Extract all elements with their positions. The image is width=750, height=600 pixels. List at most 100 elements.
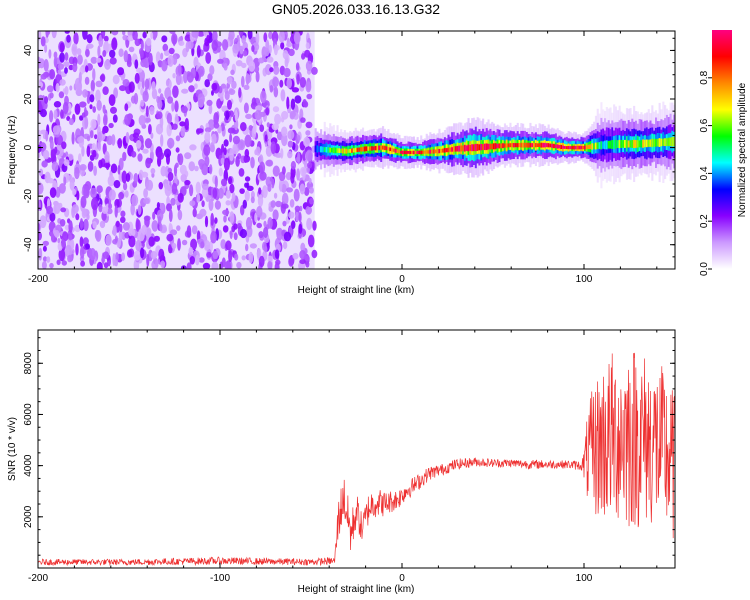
noise-blob — [171, 33, 178, 45]
noise-blob — [211, 83, 218, 91]
ridge-cell — [351, 148, 354, 153]
noise-blob — [66, 116, 71, 121]
ridge-cell — [389, 147, 392, 152]
ridge-cell — [496, 143, 499, 149]
ridge-cell — [627, 140, 630, 148]
ridge-cell — [341, 148, 344, 154]
ridge-cell — [443, 148, 446, 153]
ridge-cell — [547, 143, 550, 148]
ridge-cell — [360, 147, 363, 152]
noise-blob — [177, 153, 184, 166]
noise-blob — [150, 132, 154, 139]
ridge-cell — [636, 140, 639, 148]
ridge-cell — [523, 142, 526, 148]
ridge-cell — [316, 145, 319, 153]
noise-blob — [305, 42, 310, 50]
noise-blob — [130, 119, 135, 127]
noise-blob — [84, 76, 90, 85]
noise-blob — [171, 123, 178, 130]
noise-blob — [43, 59, 49, 72]
noise-blob — [302, 168, 306, 181]
noise-blob — [267, 255, 273, 264]
noise-blob — [262, 185, 268, 199]
ridge-cell — [576, 145, 579, 150]
noise-blob — [184, 152, 192, 160]
noise-blob — [197, 31, 205, 37]
ridge-cell — [671, 136, 674, 147]
x-tick-label: 0 — [399, 274, 405, 285]
y-tick-label: 2000 — [23, 505, 34, 528]
noise-blob — [38, 151, 41, 158]
noise-blob — [90, 79, 96, 92]
noise-blob — [160, 52, 164, 60]
ridge-cell — [411, 150, 414, 155]
noise-blob — [295, 62, 300, 71]
noise-blob — [140, 247, 145, 259]
noise-blob — [114, 205, 118, 218]
noise-blob — [241, 62, 247, 69]
noise-blob — [123, 182, 128, 191]
colorbar-tick-label: 0.0 — [699, 262, 710, 276]
noise-blob — [204, 127, 212, 133]
noise-blob — [266, 122, 270, 128]
noise-blob — [272, 165, 280, 177]
noise-blob — [203, 144, 211, 156]
spectrogram-noise-region — [38, 31, 318, 269]
noise-blob — [236, 223, 242, 230]
noise-blob — [306, 217, 313, 231]
noise-blob — [294, 95, 302, 104]
noise-blob — [171, 242, 177, 249]
ridge-cell — [318, 146, 321, 152]
ridge-cell — [416, 150, 419, 154]
noise-blob — [38, 199, 41, 211]
noise-blob — [304, 49, 311, 58]
noise-blob — [157, 151, 165, 160]
snr-y-ticks: 2000 4000 6000 8000 — [23, 337, 675, 556]
noise-blob — [234, 253, 239, 261]
noise-blob — [85, 65, 89, 73]
noise-blob — [89, 130, 94, 139]
ridge-cell — [645, 139, 648, 148]
ridge-cell — [529, 142, 532, 148]
noise-blob — [108, 189, 116, 201]
ridge-cell — [394, 148, 397, 153]
ridge-cell — [518, 143, 521, 148]
noise-blob — [222, 39, 229, 51]
noise-blob — [244, 176, 251, 182]
noise-blob — [210, 212, 214, 226]
noise-blob — [311, 145, 316, 153]
ridge-cell — [665, 138, 668, 146]
noise-blob — [201, 183, 209, 190]
y-tick-label: 0 — [23, 144, 34, 150]
ridge-cell — [489, 143, 492, 150]
noise-blob — [179, 164, 187, 175]
noise-blob — [224, 90, 230, 101]
noise-blob — [264, 64, 272, 76]
noise-blob — [166, 123, 172, 137]
ridge-cell — [487, 143, 490, 150]
y-tick-label: -40 — [23, 237, 34, 252]
noise-blob — [112, 114, 118, 123]
noise-blob — [222, 225, 229, 233]
noise-blob — [293, 31, 301, 45]
ridge-cell — [533, 142, 536, 148]
noise-blob — [130, 203, 135, 216]
noise-blob — [175, 147, 180, 153]
noise-blob — [48, 49, 52, 59]
noise-blob — [38, 168, 44, 177]
noise-blob — [92, 149, 97, 158]
noise-blob — [108, 203, 113, 210]
noise-blob — [179, 121, 186, 127]
noise-blob — [241, 255, 246, 261]
noise-blob — [140, 59, 148, 68]
ridge-cell — [520, 142, 523, 148]
ridge-cell — [569, 146, 572, 150]
noise-blob — [89, 104, 93, 110]
ridge-cell — [374, 145, 377, 151]
noise-blob — [304, 159, 308, 170]
ridge-cell — [363, 146, 366, 152]
noise-blob — [267, 183, 272, 192]
noise-blob — [57, 63, 64, 70]
noise-blob — [128, 235, 136, 248]
